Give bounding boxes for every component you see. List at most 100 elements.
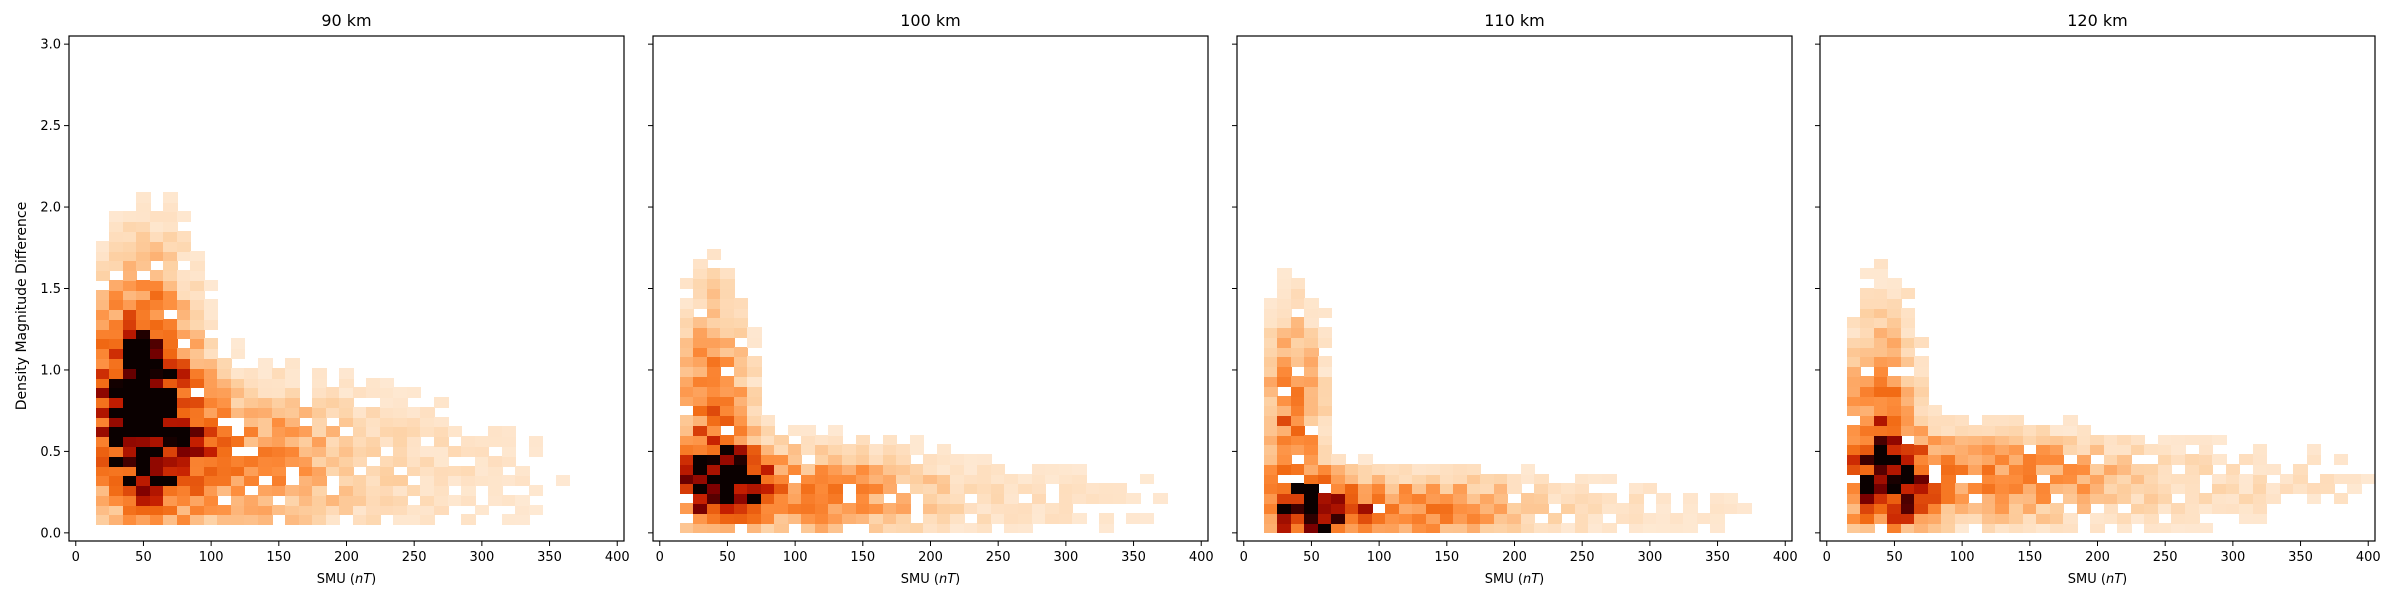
heatmap-cell [123, 211, 137, 222]
heatmap-cell [1860, 405, 1875, 416]
heatmap-cell [1372, 464, 1386, 475]
heatmap-cell [2171, 435, 2186, 445]
heatmap-cell [1032, 493, 1046, 504]
heatmap-cell [734, 493, 748, 504]
heatmap-cell [150, 446, 164, 457]
x-tick-label: 50 [135, 550, 152, 565]
heatmap-cell [272, 456, 286, 467]
heatmap-cell [1602, 493, 1617, 504]
heatmap-cell [856, 493, 870, 504]
heatmap-cell [1887, 425, 1902, 436]
heatmap-cell [1995, 513, 2010, 524]
heatmap-cell [1440, 483, 1454, 494]
heatmap-cell [1941, 444, 1956, 455]
heatmap-cell [2117, 435, 2132, 445]
y-tick-label: 2.0 [40, 201, 61, 216]
heatmap-cell [109, 514, 124, 525]
heatmap-cell [353, 505, 367, 515]
heatmap-cell [1548, 513, 1562, 524]
heatmap-cell [774, 483, 789, 494]
heatmap-cell [244, 397, 259, 408]
heatmap-cell [950, 454, 965, 465]
heatmap-cell [693, 464, 708, 475]
heatmap-cell [2077, 503, 2091, 514]
heatmap-cell [434, 456, 449, 467]
heatmap-cell [856, 454, 870, 465]
heatmap-cell [407, 387, 421, 398]
heatmap-cell [1847, 435, 1861, 445]
heatmap-cell [1874, 317, 1888, 328]
heatmap-cell [1507, 474, 1522, 484]
heatmap-cell [1264, 356, 1278, 367]
heatmap-cell [96, 436, 110, 447]
heatmap-cell [204, 358, 218, 369]
heatmap-cell [1847, 366, 1861, 377]
heatmap-cell [217, 368, 232, 379]
heatmap-cell [1955, 503, 1969, 514]
heatmap-cell [353, 495, 367, 506]
heatmap-cell [339, 485, 354, 496]
heatmap-cell [109, 407, 124, 418]
heatmap-cell [177, 358, 191, 369]
heatmap-cell [163, 514, 178, 525]
x-tick-label: 50 [719, 550, 736, 565]
heatmap-cell [828, 483, 843, 494]
heatmap-cell [244, 426, 259, 437]
x-tick-label: 400 [2356, 550, 2381, 565]
heatmap-cell [326, 514, 340, 525]
heatmap-cell [1914, 513, 1929, 524]
heatmap-cell [1372, 493, 1386, 504]
heatmap-cell [163, 290, 178, 300]
heatmap-cell [883, 483, 897, 494]
heatmap-cell [2280, 483, 2294, 494]
heatmap-cell [109, 378, 124, 388]
heatmap-cell [1860, 386, 1875, 397]
heatmap-cell [285, 417, 300, 427]
heatmap-cell [1385, 503, 1400, 514]
heatmap-cell [190, 368, 205, 379]
heatmap-cell [109, 505, 124, 515]
x-tick-label: 400 [605, 550, 630, 565]
heatmap-cell [1264, 376, 1278, 387]
heatmap-cell [231, 485, 245, 496]
heatmap-cell [869, 444, 884, 455]
heatmap-cell [2212, 435, 2227, 445]
heatmap-cell [1602, 523, 1617, 533]
heatmap-cell [448, 426, 462, 437]
heatmap-cell [1412, 523, 1427, 533]
heatmap-cell [1901, 337, 1915, 348]
x-tick-label: 250 [1570, 550, 1595, 565]
heatmap-cell [896, 464, 911, 475]
heatmap-cell [720, 298, 735, 309]
heatmap-cell [190, 299, 205, 310]
heatmap-cell [2023, 435, 2037, 445]
heatmap-cell [856, 464, 870, 475]
heatmap-cell [680, 278, 694, 289]
heatmap-cell [109, 290, 124, 300]
heatmap-cell [2009, 444, 2024, 455]
heatmap-cell [420, 495, 435, 506]
heatmap-cell [1358, 474, 1373, 484]
heatmap-cell [150, 251, 164, 261]
heatmap-cell [1004, 503, 1019, 514]
heatmap-cells [96, 192, 570, 525]
heatmap-cell [258, 495, 273, 506]
heatmap-cell [96, 495, 110, 506]
heatmap-cell [842, 444, 857, 455]
heatmap-cell [1385, 483, 1400, 494]
heatmap-cell [272, 436, 286, 447]
heatmap-cell [96, 505, 110, 515]
x-tick-label: 250 [986, 550, 1011, 565]
x-axis-label: SMU (nT) [2068, 572, 2127, 587]
heatmap-cell [231, 514, 245, 525]
heatmap-cell [217, 505, 232, 515]
heatmap-cell [353, 456, 367, 467]
heatmap-cell [1928, 493, 1942, 504]
heatmap-cell [163, 485, 178, 496]
heatmap-cell [788, 425, 802, 436]
heatmap-cell [136, 426, 151, 437]
heatmap-cell [788, 444, 802, 455]
heatmap-cell [177, 407, 191, 418]
heatmap-cell [2009, 503, 2024, 514]
